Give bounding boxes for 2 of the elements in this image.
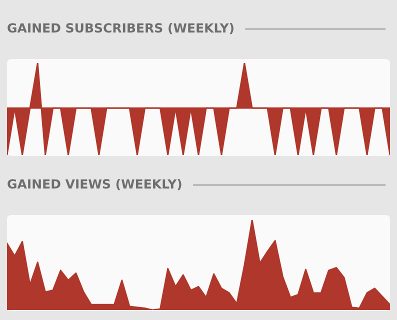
chart-title: GAINED SUBSCRIBERS (WEEKLY) [8, 22, 234, 34]
chart-title: GAINED VIEWS (WEEKLY) [8, 178, 182, 190]
